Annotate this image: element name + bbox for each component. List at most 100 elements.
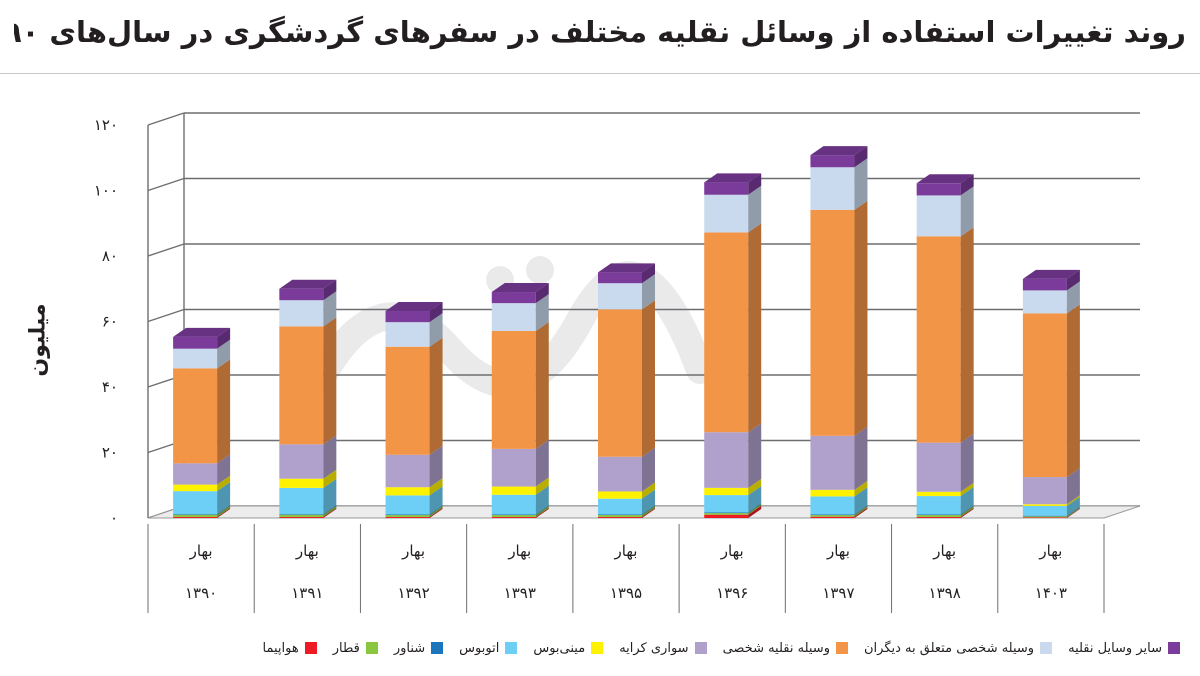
bar-segment-side [854,146,868,168]
x-tick-label-season: بهار [614,542,638,560]
bar-segment-side [323,505,337,518]
bar-segment-side [535,283,549,304]
bar-segment-side [535,506,549,518]
bar-segment-front [279,326,324,445]
bar-segment-side [429,478,443,496]
bar-segment-side [642,274,655,310]
bar-segment-front [916,195,961,237]
x-tick-label-season: بهار [720,542,744,560]
bar-segment-front [279,487,324,515]
bar-segment-front [491,515,536,518]
bar-segment-side [748,503,762,514]
bar-segment-front [385,487,430,496]
bar-segment-side [217,359,231,464]
bar-segment-side [960,506,974,518]
bar-segment-side [642,505,655,516]
bar-segment-side [535,294,549,331]
bar-segment-side [960,508,974,518]
legend-item: سایر وسایل نقلیه [1068,641,1180,656]
bar-segment-front [598,514,642,516]
bar-segment-side [323,435,337,479]
bar-segment-front [491,514,536,516]
bar-segment-side [429,508,443,518]
x-tick-label-year: ۱۳۹۳ [504,584,536,602]
bar-segment-front [810,209,855,436]
bar-segment-front [385,495,430,515]
bar-segment-front [598,517,642,518]
bar-segment-front [916,514,961,516]
bar-segment-front [173,484,218,492]
x-tick-label-year: ۱۳۹۸ [929,584,961,602]
bar-stack [598,263,655,518]
y-axis-label: میلیون [8,300,68,380]
bar-segment-side [429,486,443,515]
bar-segment-side [748,478,762,496]
chart-title: روند تغییرات استفاده از وسائل نقلیه مختل… [14,15,1186,49]
bar-segment-side [1066,495,1080,506]
legend-swatch [304,642,317,654]
x-tick-label-year: ۱۴۰۳ [1035,584,1067,602]
bar-segment-front [810,514,855,516]
bar-segment-front [1022,517,1067,518]
bar-segment-side [323,469,337,488]
bar-segment-side [535,477,549,495]
bar-segment-front [1022,313,1067,478]
bar-segment-front [916,183,961,196]
bar-segment-front [279,514,324,515]
y-axis-label-text: میلیون [25,303,51,377]
legend-label: مینی‌بوس [533,640,586,656]
bar-segment-front [491,486,536,495]
bar-segment-front [704,495,749,513]
bar-segment-side [642,506,655,518]
bar-segment-front [598,456,642,492]
x-tick-label-season: بهار [932,542,956,560]
bar-segment-front [173,348,218,369]
bar-segment-front [704,512,749,514]
bar-segment-front [1022,516,1067,518]
bar-segment-front [173,514,218,518]
x-tick-label-year: ۱۳۹۷ [822,584,854,602]
legend-item: قطار [333,641,378,656]
bar-segment-side [748,223,762,433]
bar-segment-side [429,313,443,347]
bar-segment-side [217,454,231,485]
bar-segment-side [1066,508,1080,518]
bar-segment-side [642,489,655,515]
bar-segment-side [1066,269,1080,291]
bar-segment-side [1066,496,1080,516]
bar-segment-side [960,482,974,497]
bar-segment-top [173,327,231,337]
bar-segment-front [810,516,855,518]
bar-segment-side [854,200,868,436]
bar-segment-front [173,463,218,485]
legend-label: اتوبوس [459,640,500,656]
legend-item: مینی‌بوس [533,640,604,656]
y-tick-label: ۰ [110,509,118,527]
title-divider [0,73,1200,74]
bar-segment-front [704,487,749,496]
bar-segment-side [323,317,337,445]
bar-segment-front [279,444,324,479]
bar-segment-front [916,491,961,497]
bar-segment-front [1022,505,1067,516]
bar-stack [491,283,549,518]
bar-segment-front [279,288,324,301]
bar-segment-front [173,517,218,518]
bar-segment-side [748,185,762,233]
bar-segment-side [429,506,443,518]
legend-item: وسیله شخصی متعلق به دیگران [864,641,1053,656]
bar-segment-front [491,292,536,304]
bar-stack [385,302,443,518]
bar-segment-front [704,182,749,195]
bar-segment-front [704,194,749,233]
x-tick-label-year: ۱۳۹۲ [397,584,429,602]
bar-segment-front [173,491,218,515]
legend-swatch [365,642,378,654]
bar-stack [916,174,974,518]
bar-segment-front [598,491,642,499]
bar-segment-front [810,515,855,517]
bar-segment-side [323,279,337,301]
bar-segment-side [960,174,974,196]
bar-segment-front [279,300,324,327]
bar-segment-side [535,505,549,516]
